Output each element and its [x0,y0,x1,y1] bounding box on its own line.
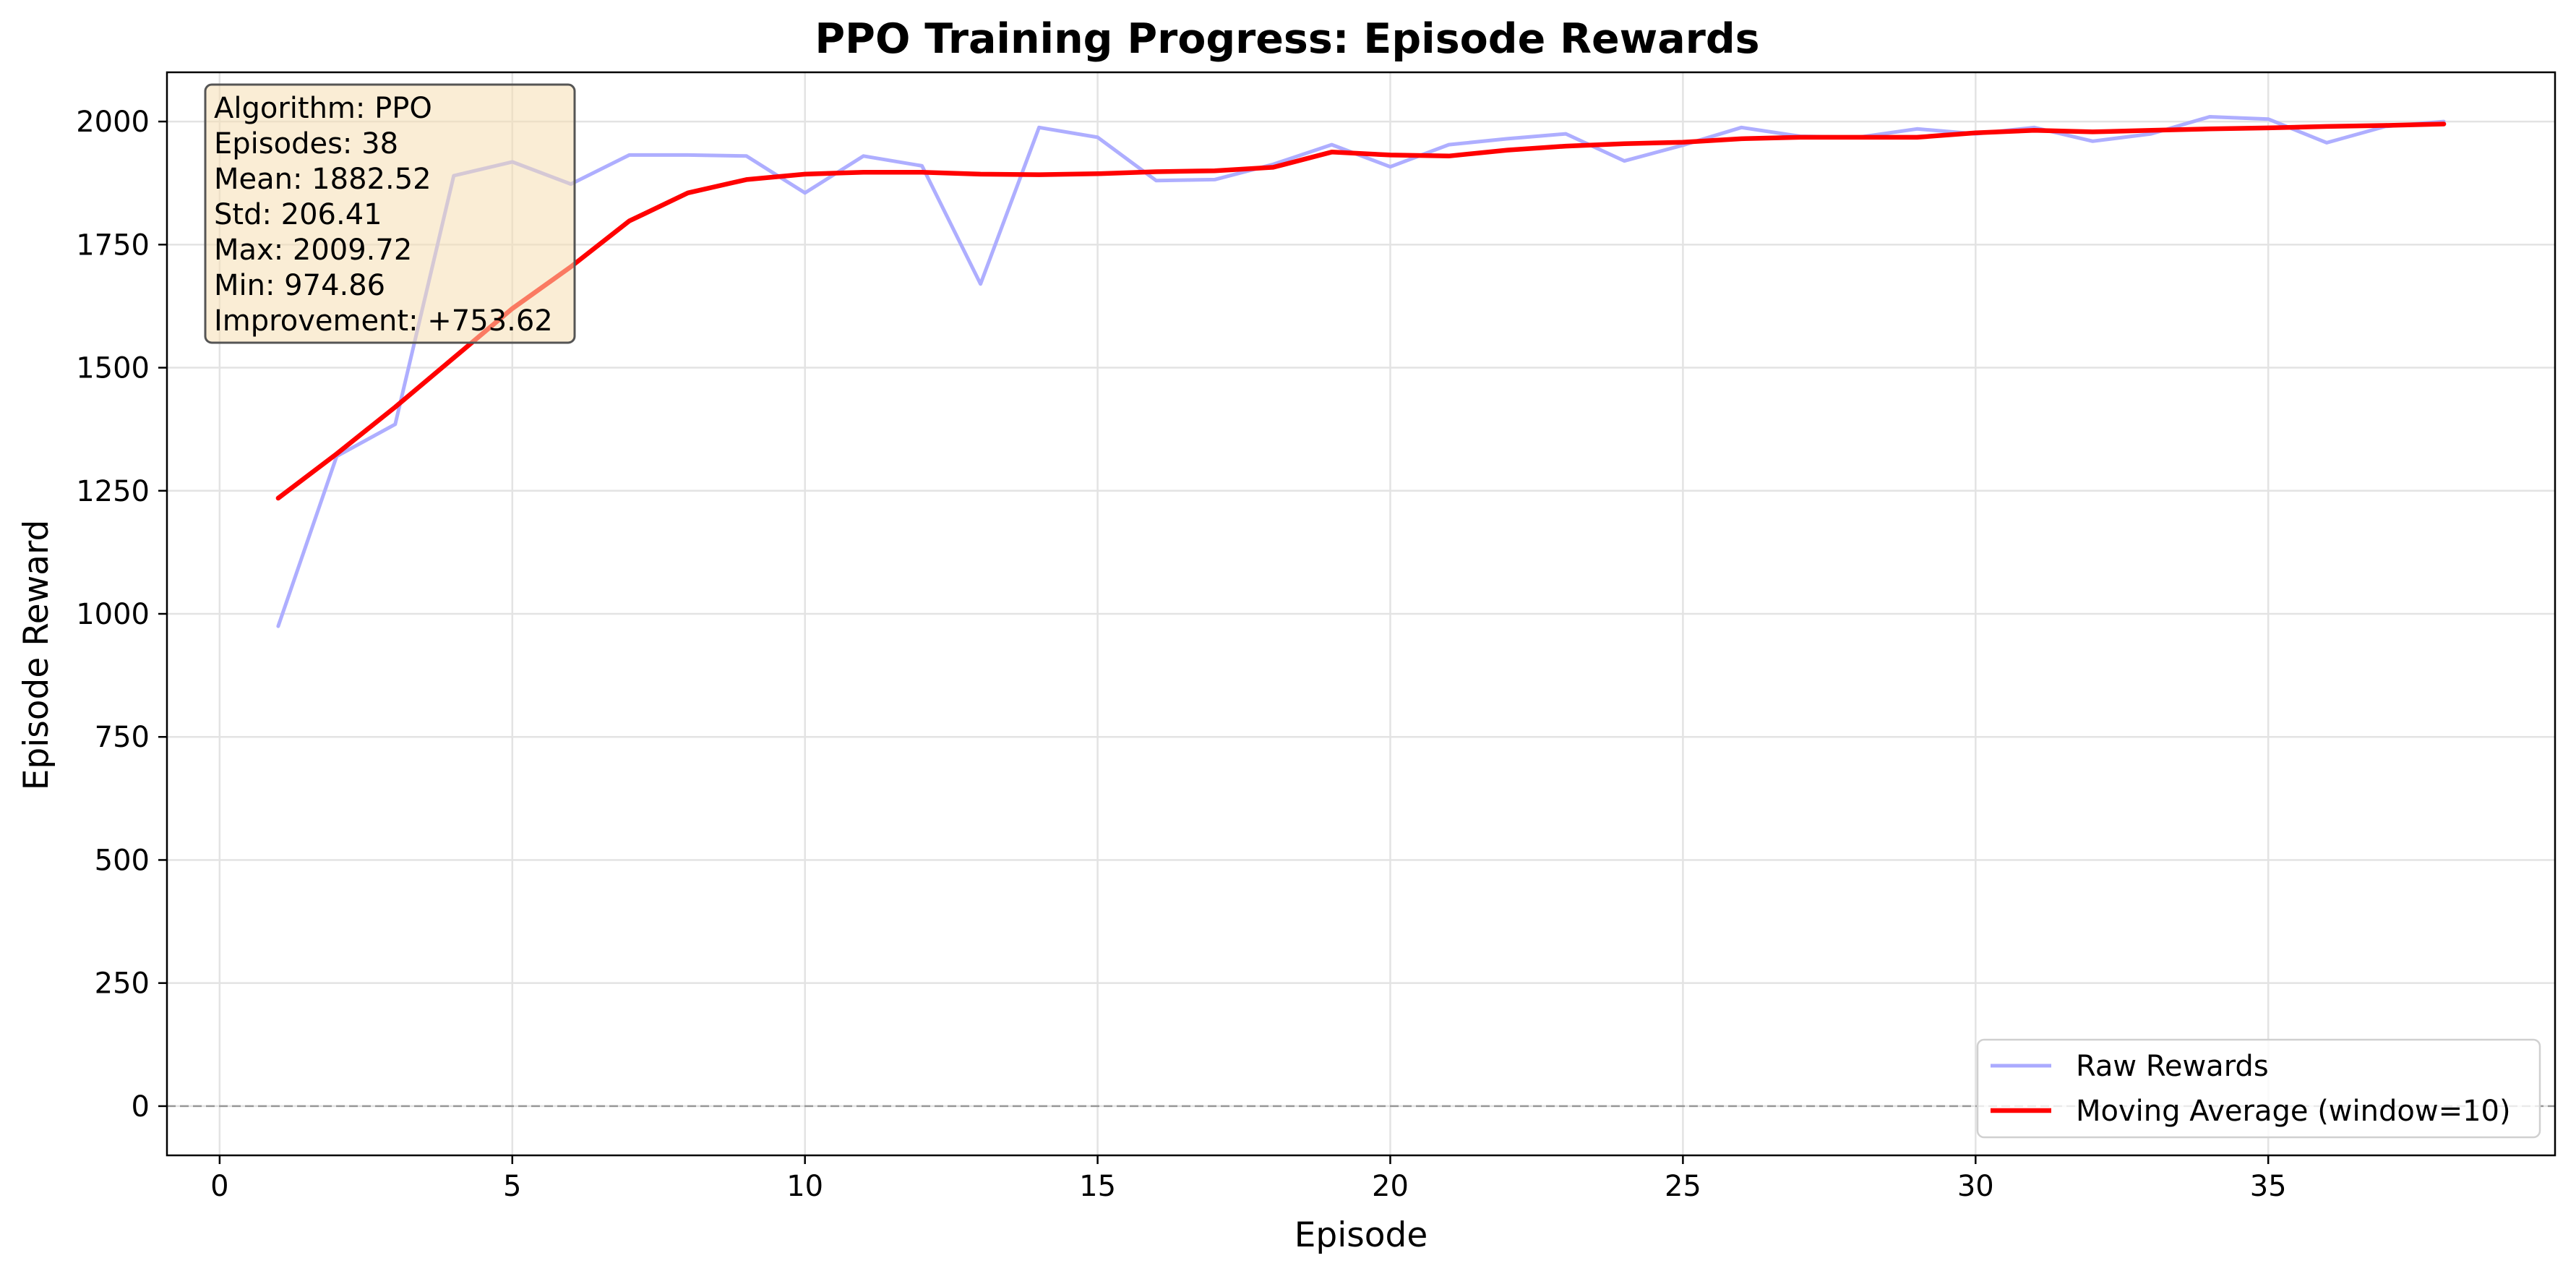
axis-ticks: 0 5 10 15 20 25 30 35 0 250 500 750 1000 1250 1500 1750… [76,106,2286,1203]
y-tick-label: 750 [95,721,150,754]
x-tick-label: 0 [210,1170,228,1203]
stats-box-background [204,83,576,344]
stats-line: Std: 206.41 [214,198,382,231]
x-tick-label: 30 [1957,1170,1994,1203]
legend-label: Moving Average (window=10) [2076,1095,2511,1128]
x-tick-label: 35 [2250,1170,2287,1203]
legend-box [1976,1038,2541,1139]
stats-line: Episodes: 38 [214,127,398,161]
y-tick-label: 500 [95,844,150,877]
stats-line: Algorithm: PPO [214,92,432,125]
x-axis-title: Episode [1295,1215,1428,1255]
x-tick-label: 20 [1372,1170,1409,1203]
y-tick-label: 1500 [76,352,150,385]
x-tick-label: 25 [1665,1170,1701,1203]
legend-label: Raw Rewards [2076,1050,2269,1083]
y-tick-label: 1250 [76,475,150,508]
stats-line: Min: 974.86 [214,269,385,302]
stats-line: Max: 2009.72 [214,234,412,267]
x-tick-label: 10 [786,1170,823,1203]
y-tick-label: 1750 [76,228,150,262]
legend: Raw Rewards Moving Average (window=10) [1976,1038,2541,1139]
chart-title: PPO Training Progress: Episode Rewards [815,15,1759,63]
stats-line: Improvement: +753.62 [214,304,553,338]
moving-average-line [275,121,2447,501]
x-tick-label: 5 [503,1170,521,1203]
y-tick-label: 1000 [76,598,150,631]
stats-line: Mean: 1882.52 [214,163,432,196]
y-tick-label: 250 [95,967,150,1001]
y-tick-label: 2000 [76,106,150,139]
x-tick-label: 15 [1079,1170,1116,1203]
y-axis-title: Episode Reward [17,520,56,791]
series-lines [275,115,2447,628]
y-tick-label: 0 [132,1090,150,1124]
